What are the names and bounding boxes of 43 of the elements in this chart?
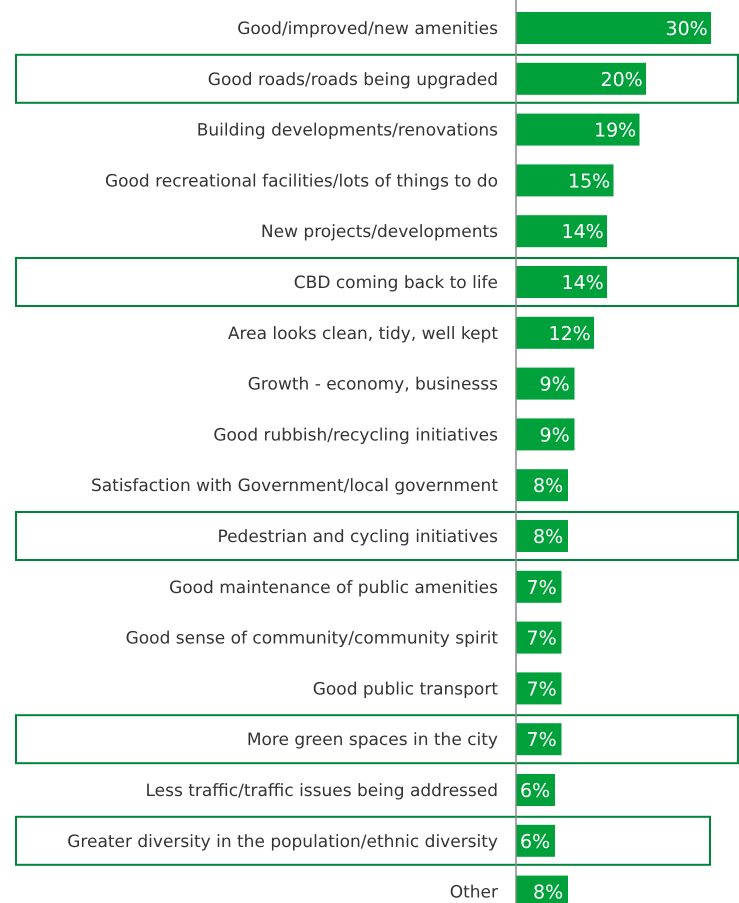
data-label: 12%: [548, 322, 591, 345]
y-tick-label: More green spaces in the city: [246, 730, 498, 750]
y-tick-label: Good public transport: [312, 679, 498, 700]
bar: [516, 266, 607, 298]
y-tick-label: New projects/developments: [260, 222, 498, 242]
y-tick-label: Growth - economy, businesss: [248, 374, 498, 395]
y-tick-label: Pedestrian and cycling initiatives: [217, 527, 498, 547]
data-label: 7%: [526, 678, 557, 700]
y-tick-label: CBD coming back to life: [294, 273, 498, 293]
data-label: 14%: [562, 221, 604, 244]
y-tick-label: Good recreational facilities/lots of things to do: [104, 171, 498, 192]
data-label: 8%: [533, 526, 564, 548]
data-label: 8%: [533, 475, 564, 498]
bar: [516, 316, 594, 349]
data-label: 6%: [520, 780, 550, 802]
y-tick-label: Good/improved/new amenities: [237, 19, 498, 39]
y-tick-label: Less traffic/traffic issues being addressed: [145, 781, 498, 801]
bar: [516, 62, 646, 95]
y-tick-label: Good roads/roads being upgraded: [208, 70, 498, 90]
data-label: 14%: [562, 272, 604, 294]
y-tick-label: Good maintenance of public amenities: [169, 578, 498, 598]
data-label: 7%: [526, 628, 557, 650]
data-label: 15%: [568, 170, 610, 192]
bar: [516, 215, 607, 248]
data-label: 8%: [533, 882, 564, 903]
data-label: 19%: [594, 120, 636, 142]
data-label: 7%: [526, 576, 557, 599]
bar: [516, 164, 614, 196]
data-label: 30%: [666, 18, 708, 40]
y-tick-label: Building developments/renovations: [196, 120, 498, 141]
data-label: 20%: [600, 68, 643, 91]
y-tick-label: Other: [450, 882, 498, 903]
y-tick-label: Satisfaction with Government/local government: [90, 476, 498, 496]
y-tick-label: Greater diversity in the population/ethnic diversity: [67, 832, 498, 852]
y-tick-label: Good rubbish/recycling initiatives: [213, 425, 498, 446]
data-label: 6%: [520, 830, 550, 853]
bar: [516, 12, 711, 44]
data-label: 9%: [540, 374, 570, 396]
y-tick-label: Good sense of community/community spirit: [126, 628, 498, 649]
data-label: 9%: [540, 424, 570, 446]
y-tick-label: Area looks clean, tidy, well kept: [228, 324, 498, 344]
bar: [516, 114, 640, 146]
data-label: 7%: [526, 729, 557, 752]
